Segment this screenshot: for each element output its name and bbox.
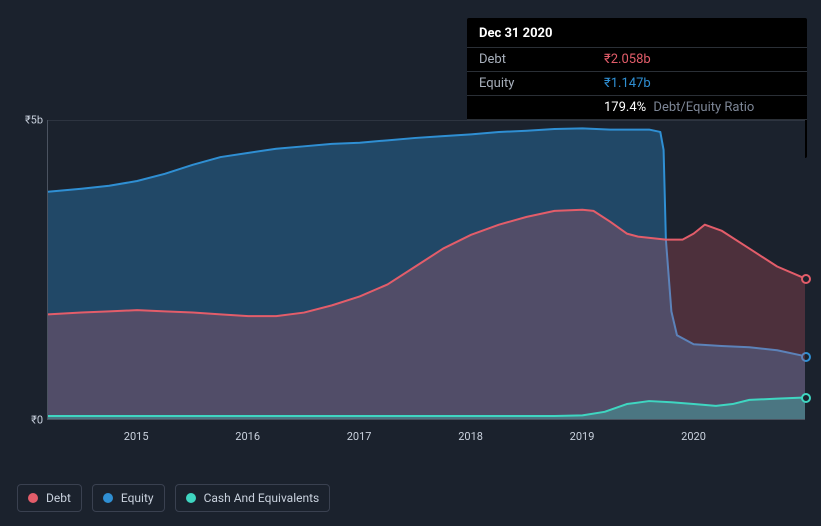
- chart-legend: Debt Equity Cash And Equivalents: [17, 484, 330, 512]
- plot-area[interactable]: [47, 120, 805, 420]
- tooltip-row-debt: Debt ₹2.058b: [467, 47, 807, 71]
- tooltip-value: ₹2.058b: [604, 52, 651, 67]
- x-tick-label: 2016: [235, 430, 260, 443]
- tooltip-value: 179.4%: [604, 100, 646, 115]
- legend-label: Equity: [121, 491, 154, 505]
- y-tick-label: ₹0: [31, 414, 43, 427]
- tooltip-row-ratio: 179.4% Debt/Equity Ratio: [467, 95, 807, 119]
- tooltip-title: Dec 31 2020: [467, 18, 807, 47]
- cash-series: [48, 120, 805, 419]
- legend-item-cash[interactable]: Cash And Equivalents: [175, 484, 331, 512]
- tooltip-label: Equity: [479, 76, 604, 91]
- legend-dot-icon: [103, 493, 113, 503]
- legend-label: Cash And Equivalents: [204, 491, 320, 505]
- cash-end-marker: [801, 393, 811, 403]
- legend-dot-icon: [28, 493, 38, 503]
- y-axis: ₹0₹5b: [17, 120, 47, 420]
- tooltip-label: Debt: [479, 52, 604, 67]
- x-axis: 2015 2016 2017 2018 2019 2020: [47, 420, 805, 450]
- x-tick-label: 2017: [347, 430, 372, 443]
- tooltip-row-equity: Equity ₹1.147b: [467, 71, 807, 95]
- x-tick-label: 2015: [124, 430, 149, 443]
- y-tick-label: ₹5b: [25, 114, 43, 127]
- x-tick-label: 2018: [458, 430, 483, 443]
- x-tick-label: 2020: [681, 430, 706, 443]
- debt-equity-chart[interactable]: ₹0₹5b 2015 2016 2017 2018 2019 2020: [17, 120, 805, 460]
- legend-dot-icon: [186, 493, 196, 503]
- legend-item-debt[interactable]: Debt: [17, 484, 82, 512]
- legend-item-equity[interactable]: Equity: [92, 484, 165, 512]
- legend-label: Debt: [46, 491, 71, 505]
- tooltip-label: [479, 100, 604, 115]
- tooltip-ratio-suffix: Debt/Equity Ratio: [653, 100, 754, 115]
- tooltip-value: ₹1.147b: [604, 76, 651, 91]
- x-tick-label: 2019: [570, 430, 595, 443]
